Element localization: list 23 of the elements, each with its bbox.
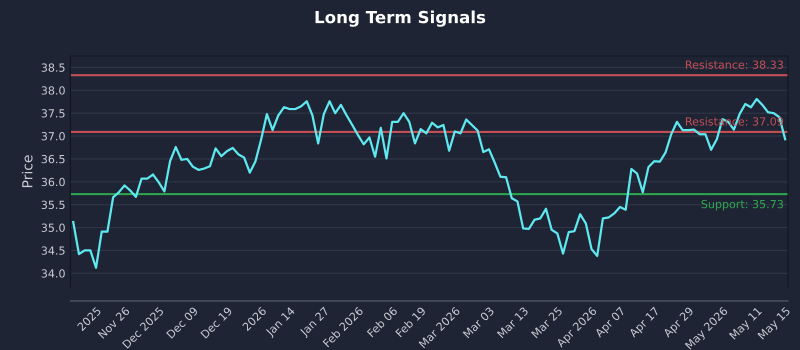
line-series [72,98,786,269]
x-tick-label: Mar 13 [496,306,529,338]
chart-title: Long Term Signals [316,10,486,27]
x-tick-label: Mar 25 [530,306,563,338]
y-tick-label: 35.5 [42,200,65,210]
x-tick-label: Jan 27 [298,306,331,338]
x-tick-label: Jan 14 [264,306,297,338]
y-tick-label: 36.0 [42,178,65,186]
ref-line-label: Support: 35.73 [702,200,783,210]
y-tick-label: 35.0 [42,224,65,232]
x-tick-label: Mar 03 [462,306,494,338]
x-tick-label: Dec 09 [166,306,198,339]
y-tick-label: 34.5 [42,246,65,255]
y-tick-label: 37.0 [42,132,65,140]
y-tick-label: 38.0 [42,86,65,95]
y-tick-label: 38.5 [42,63,65,72]
y-axis-title: Price [22,155,33,188]
y-tick-label: 36.5 [42,154,65,164]
x-tick-label: Apr 17 [628,306,662,340]
x-tick-label: Dec 19 [200,306,233,339]
y-tick-label: 37.5 [42,109,65,118]
ref-line-label: Resistance: 38.33 [686,60,783,69]
y-tick-label: 34.0 [42,269,65,278]
